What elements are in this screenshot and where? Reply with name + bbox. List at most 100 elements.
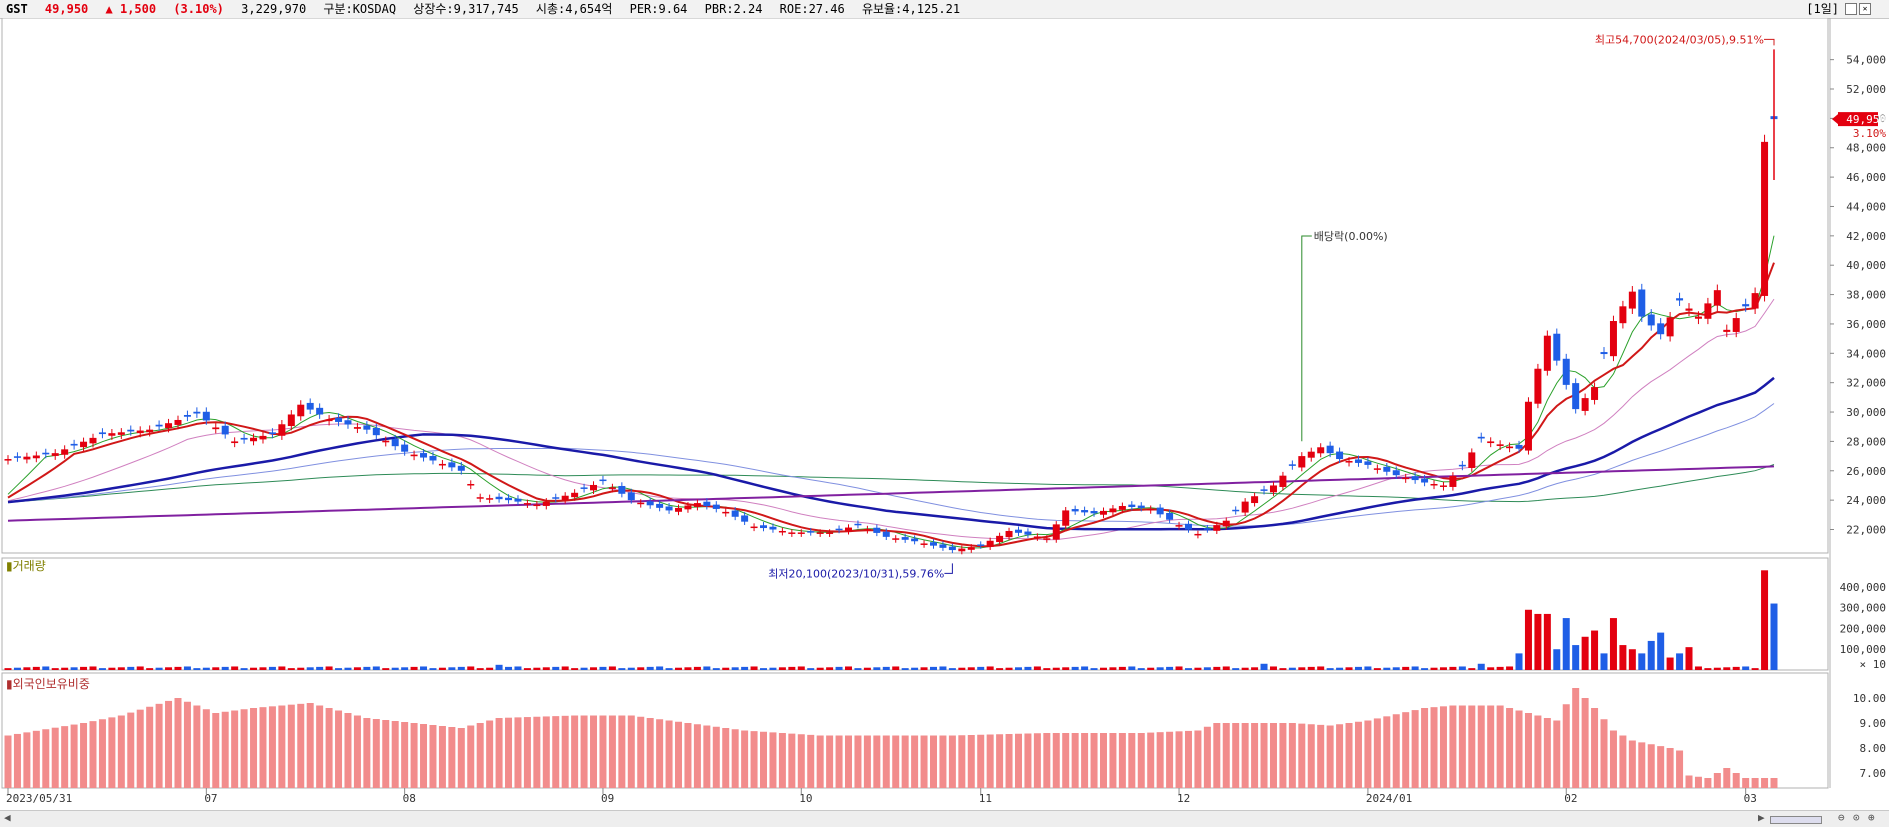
volume-bar: [438, 667, 446, 670]
volume-bar: [1213, 666, 1221, 670]
candle-body: [1364, 461, 1372, 465]
volume-bar: [420, 666, 428, 670]
volume-bar: [1166, 666, 1174, 670]
foreign-bar: [1269, 723, 1277, 788]
zoom-reset-icon[interactable]: ⊙: [1853, 811, 1860, 824]
foreign-bar: [1222, 723, 1230, 788]
candle-body: [741, 515, 749, 522]
candle-body: [1251, 496, 1259, 504]
volume-bar: [80, 666, 88, 670]
scroll-right-icon[interactable]: ▶: [1758, 811, 1765, 824]
volume-bar: [1279, 668, 1287, 670]
foreign-bar: [1137, 733, 1145, 788]
volume-bar: [1402, 666, 1410, 670]
volume-bar: [1251, 667, 1259, 670]
volume-bar: [1260, 663, 1268, 670]
restore-icon[interactable]: [1845, 3, 1857, 15]
volume-bar: [901, 668, 909, 670]
foreign-bar: [1553, 720, 1561, 788]
candle-body: [722, 511, 730, 514]
price-tick-label: 38,000: [1846, 289, 1886, 302]
candle-body: [240, 437, 248, 440]
foreign-bar: [731, 729, 739, 788]
foreign-bar: [1156, 732, 1164, 788]
foreign-bar: [1099, 733, 1107, 788]
candle-body: [155, 424, 163, 427]
low-annotation: 최저20,100(2023/10/31),59.76%: [768, 567, 944, 580]
candle-body: [1562, 358, 1570, 385]
volume-bar: [580, 667, 588, 670]
candle-body: [1090, 511, 1098, 514]
ma-8-line: [7, 262, 1775, 548]
volume-bar: [1666, 657, 1674, 670]
volume-bar: [1203, 667, 1211, 670]
foreign-bar: [353, 715, 361, 788]
foreign-bar: [231, 710, 239, 788]
candle-body: [297, 404, 305, 417]
volume-bar: [665, 668, 673, 670]
foreign-bar: [1033, 733, 1041, 788]
close-icon[interactable]: ✕: [1859, 3, 1871, 15]
foreign-bar: [438, 726, 446, 788]
zoom-out-icon[interactable]: ⊖: [1838, 811, 1845, 824]
foreign-bar: [165, 700, 173, 788]
foreign-bar: [420, 724, 428, 788]
foreign-bar: [1203, 726, 1211, 788]
candle-body: [42, 452, 50, 455]
candle-body: [920, 543, 928, 545]
foreign-bar: [42, 729, 50, 788]
foreign-bar: [1288, 723, 1296, 788]
volume-bar: [1770, 603, 1778, 670]
period-selector[interactable]: [1일]: [1806, 2, 1839, 16]
candle-body: [1024, 531, 1032, 535]
scroll-left-icon[interactable]: ◀: [4, 811, 11, 824]
volume-unit-label: × 10: [1860, 658, 1887, 671]
candle-body: [892, 538, 900, 540]
ma-20-line: [7, 298, 1775, 541]
foreign-bar: [882, 735, 890, 788]
volume-tick-label: 400,000: [1840, 581, 1886, 594]
candle-body: [778, 530, 786, 533]
volume-bar: [1156, 667, 1164, 670]
candle-body: [259, 435, 267, 440]
volume-bar: [1336, 667, 1344, 670]
foreign-bar: [495, 718, 503, 788]
zoom-in-icon[interactable]: ⊕: [1868, 811, 1875, 824]
candle-body: [561, 495, 569, 501]
candle-body: [335, 417, 343, 422]
candle-body: [420, 453, 428, 458]
volume-bar: [13, 667, 21, 670]
foreign-bar: [863, 735, 871, 788]
volume-bar: [1005, 667, 1013, 670]
foreign-bar: [287, 704, 295, 788]
volume-bar: [231, 666, 239, 670]
candle-body: [457, 465, 465, 471]
foreign-bar: [1713, 773, 1721, 788]
foreign-bar: [797, 734, 805, 788]
candle-body: [854, 523, 862, 526]
volume-bar: [1600, 653, 1608, 670]
foreign-bar: [1411, 710, 1419, 788]
foreign-bar: [703, 725, 711, 788]
zoom-slider[interactable]: [1770, 816, 1822, 824]
candle-body: [1269, 485, 1277, 493]
candle-body: [1109, 508, 1117, 513]
candle-body: [901, 537, 909, 540]
candle-body: [769, 526, 777, 530]
volume-bar: [1458, 666, 1466, 670]
volume-bar: [70, 667, 78, 670]
candle-body: [51, 453, 59, 456]
candle-body: [1194, 533, 1202, 536]
foreign-bar: [826, 735, 834, 788]
candle-body: [391, 439, 399, 447]
stock-chart[interactable]: 22,000 24,000 26,000 28,000 30,000 32,000 34,0…: [0, 18, 1889, 810]
foreign-bar: [174, 698, 182, 788]
foreign-bar: [1647, 744, 1655, 788]
high-annotation: 최고54,700(2024/03/05),9.51%: [1595, 33, 1764, 46]
volume-bar: [788, 666, 796, 670]
foreign-bar: [1279, 723, 1287, 788]
volume-bar: [401, 667, 409, 670]
candle-body: [845, 527, 853, 532]
candle-body: [712, 504, 720, 509]
volume-bar: [769, 667, 777, 670]
